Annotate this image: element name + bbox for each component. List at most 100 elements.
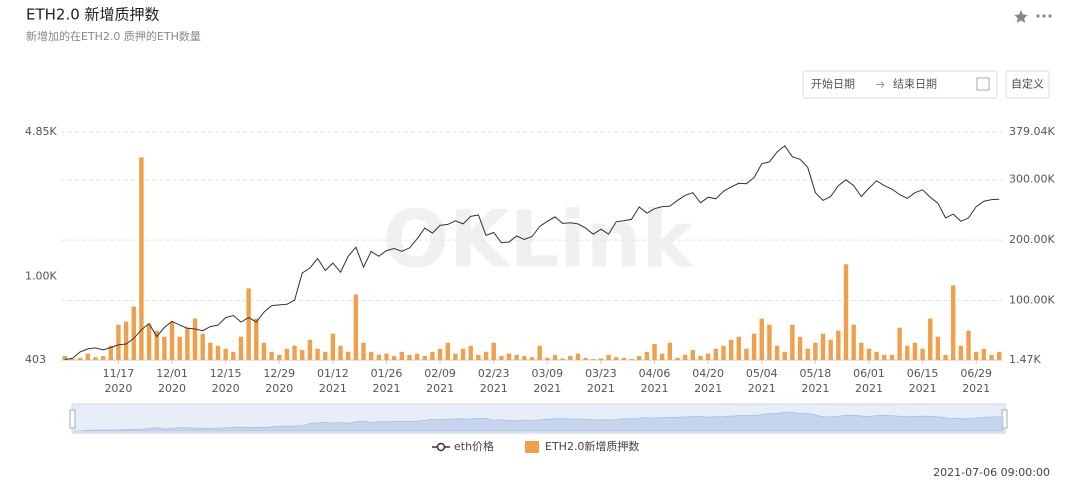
x-tick-label: 03/09 bbox=[531, 367, 563, 380]
bar bbox=[384, 353, 389, 360]
bar bbox=[77, 357, 83, 360]
bar bbox=[943, 354, 948, 360]
x-tick-year: 2020 bbox=[212, 382, 240, 395]
x-tick-label: 03/23 bbox=[585, 367, 617, 380]
bar bbox=[774, 345, 780, 360]
bar bbox=[177, 336, 182, 360]
bar bbox=[407, 354, 412, 360]
start-date[interactable]: 开始日期 bbox=[811, 77, 855, 91]
bar bbox=[284, 348, 290, 360]
bar bbox=[146, 324, 152, 360]
x-tick-label: 04/06 bbox=[639, 367, 671, 380]
legend-label: ETH2.0新增质押数 bbox=[545, 439, 639, 453]
bar bbox=[614, 357, 619, 360]
bar bbox=[935, 336, 941, 360]
x-tick-year: 2020 bbox=[104, 382, 132, 395]
x-tick-label: 01/26 bbox=[371, 367, 403, 380]
bar bbox=[583, 357, 588, 360]
bar bbox=[62, 356, 68, 360]
bar bbox=[996, 351, 1002, 360]
y2-tick-label: 200.00K bbox=[1009, 233, 1055, 246]
x-tick-year: 2020 bbox=[265, 382, 293, 395]
bar bbox=[912, 342, 918, 360]
bar bbox=[345, 351, 351, 360]
x-tick-year: 2020 bbox=[158, 382, 186, 395]
bar bbox=[575, 353, 581, 360]
x-tick-label: 12/15 bbox=[210, 367, 242, 380]
bar bbox=[522, 356, 527, 360]
bar bbox=[705, 353, 711, 360]
bar bbox=[782, 351, 787, 360]
bar bbox=[652, 343, 657, 360]
bar bbox=[866, 348, 872, 360]
bar bbox=[966, 330, 971, 360]
custom-label[interactable]: 自定义 bbox=[1011, 77, 1044, 91]
chart-subtitle: 新增加的在ETH2.0 质押的ETH数量 bbox=[26, 29, 201, 43]
bar bbox=[445, 342, 450, 360]
bar bbox=[529, 357, 535, 360]
navigator-handle[interactable] bbox=[69, 409, 76, 429]
bar bbox=[836, 330, 841, 360]
bar bbox=[437, 348, 443, 360]
line bbox=[64, 145, 1000, 360]
legend-label: eth价格 bbox=[454, 439, 494, 453]
x-tick-label: 02/23 bbox=[478, 367, 510, 380]
x-tick-label: 06/15 bbox=[907, 367, 939, 380]
end-date[interactable]: 结束日期 bbox=[893, 78, 937, 91]
date-picker[interactable] bbox=[802, 70, 998, 99]
bar bbox=[154, 330, 159, 360]
y2-tick-label: 100.00K bbox=[1009, 294, 1055, 307]
custom-button[interactable] bbox=[1005, 70, 1050, 99]
bar bbox=[323, 351, 328, 360]
bar bbox=[169, 321, 175, 360]
bar bbox=[675, 357, 680, 360]
chart-title: ETH2.0 新增质押数 bbox=[26, 6, 160, 24]
bar bbox=[361, 342, 366, 360]
bar bbox=[721, 345, 726, 360]
bar bbox=[292, 345, 297, 360]
bar bbox=[131, 306, 136, 360]
bar bbox=[430, 351, 435, 360]
bar bbox=[422, 356, 427, 360]
bar bbox=[874, 351, 879, 360]
bar bbox=[813, 342, 818, 360]
bar bbox=[300, 350, 305, 360]
timestamp: 2021-07-06 09:00:00 bbox=[933, 466, 1050, 479]
calendar-icon[interactable] bbox=[976, 77, 990, 91]
x-tick-year: 2021 bbox=[641, 382, 669, 395]
x-tick-label: 01/12 bbox=[317, 367, 349, 380]
star-icon[interactable] bbox=[1014, 10, 1028, 23]
y-tick-label: 1.00K bbox=[25, 270, 57, 283]
bar bbox=[476, 354, 481, 360]
bar bbox=[659, 353, 665, 360]
bar bbox=[744, 348, 749, 360]
bar bbox=[828, 339, 833, 360]
bar bbox=[667, 342, 673, 360]
x-tick-label: 12/29 bbox=[263, 367, 295, 380]
bar bbox=[315, 348, 320, 360]
bar bbox=[698, 356, 703, 360]
star[interactable] bbox=[1014, 10, 1028, 23]
x-tick-label: 04/20 bbox=[692, 367, 724, 380]
x-tick-year: 2021 bbox=[319, 382, 347, 395]
bar bbox=[399, 351, 405, 360]
bar bbox=[859, 342, 864, 360]
x-tick-year: 2021 bbox=[480, 382, 508, 395]
bar bbox=[123, 321, 129, 360]
bar bbox=[468, 345, 473, 360]
bar bbox=[376, 354, 382, 360]
x-tick-year: 2021 bbox=[855, 382, 883, 395]
bar bbox=[338, 345, 343, 360]
bar bbox=[246, 288, 251, 360]
bar bbox=[261, 342, 267, 360]
bar bbox=[223, 348, 228, 360]
bar bbox=[598, 358, 604, 360]
y2-tick-label: 379.04K bbox=[1009, 125, 1055, 138]
x-tick-label: 05/04 bbox=[746, 367, 778, 380]
bar bbox=[162, 336, 167, 360]
bar bbox=[108, 345, 113, 360]
bar bbox=[100, 356, 106, 360]
more-icon[interactable] bbox=[1036, 14, 1052, 18]
